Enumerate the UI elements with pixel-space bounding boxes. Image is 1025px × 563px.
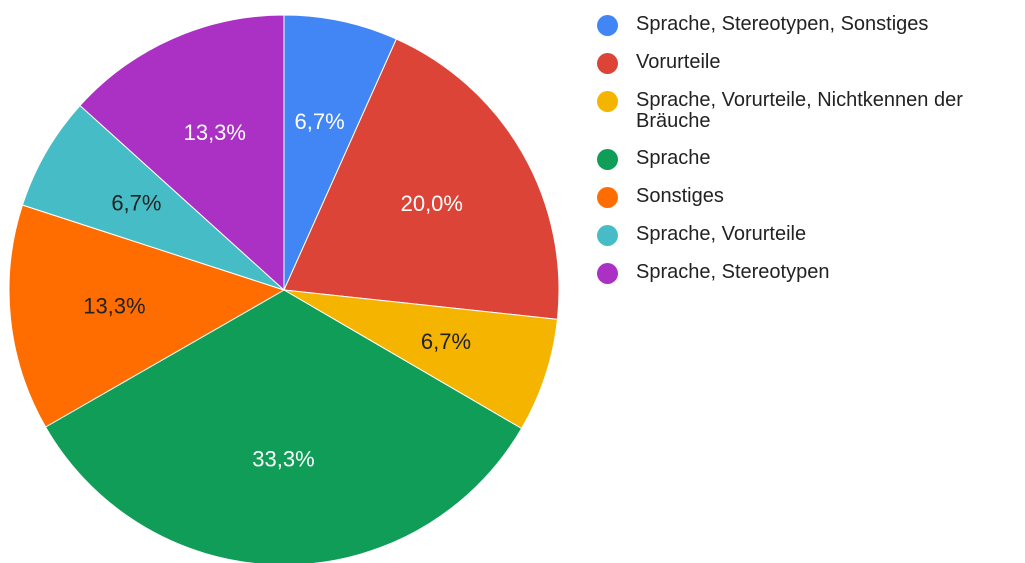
legend-swatch-icon — [597, 149, 618, 170]
pie-value-labels: 6,7% 20,0% 6,7% 33,3% 13,3% 6,7% 13,3% — [83, 109, 471, 471]
legend-item-sprache-vorurteile-nichtkennen-der-braeuche[interactable]: Sprache, Vorurteile, Nichtkennen der Brä… — [597, 90, 1017, 132]
slice-value-label: 13,3% — [184, 120, 246, 145]
slice-value-label: 6,7% — [421, 329, 471, 354]
pie-slice-sprache-stereotypen-sonstiges[interactable] — [283, 14, 398, 291]
legend-swatch-icon — [597, 187, 618, 208]
slice-value-label: 20,0% — [401, 191, 463, 216]
legend-label: Sprache, Vorurteile, Nichtkennen der Brä… — [636, 89, 963, 132]
slice-value-label: 6,7% — [295, 109, 345, 134]
legend-label: Sprache, Vorurteile — [636, 223, 807, 245]
pie-slice-sprache[interactable] — [44, 289, 523, 563]
legend-swatch-icon — [597, 15, 618, 36]
legend-item-sprache-stereotypen[interactable]: Sprache, Stereotypen — [597, 262, 1017, 284]
slice-value-label: 6,7% — [111, 190, 161, 215]
legend-item-vorurteile[interactable]: Vorurteile — [597, 52, 1017, 74]
legend-label: Vorurteile — [636, 51, 721, 73]
slice-value-label: 13,3% — [83, 293, 145, 318]
legend-item-sonstiges[interactable]: Sonstiges — [597, 186, 1017, 208]
legend-label: Sprache — [636, 147, 711, 169]
legend-item-sprache-stereotypen-sonstiges[interactable]: Sprache, Stereotypen, Sonstiges — [597, 14, 1017, 36]
legend-item-sprache[interactable]: Sprache — [597, 148, 1017, 170]
legend-item-sprache-vorurteile[interactable]: Sprache, Vorurteile — [597, 224, 1017, 246]
pie-slice-sonstiges[interactable] — [8, 204, 286, 428]
pie-slice-sprache-vorurteile[interactable] — [21, 104, 285, 291]
pie-slice-sprache-stereotypen[interactable] — [79, 14, 285, 292]
legend-label: Sprache, Stereotypen, Sonstiges — [636, 13, 929, 35]
chart-legend: Sprache, Stereotypen, Sonstiges Vorurteil… — [597, 14, 1017, 300]
legend-swatch-icon — [597, 53, 618, 74]
legend-swatch-icon — [597, 225, 618, 246]
slice-value-label: 33,3% — [252, 446, 314, 471]
legend-swatch-icon — [597, 263, 618, 284]
legend-label: Sonstiges — [636, 185, 724, 207]
pie-slice-sprache-vorurteile-nichtkennen-der-braeuche[interactable] — [283, 289, 558, 430]
legend-swatch-icon — [597, 91, 618, 112]
pie-slice-vorurteile[interactable] — [283, 38, 560, 320]
legend-label: Sprache, Stereotypen — [636, 261, 830, 283]
pie-slices — [8, 14, 560, 563]
